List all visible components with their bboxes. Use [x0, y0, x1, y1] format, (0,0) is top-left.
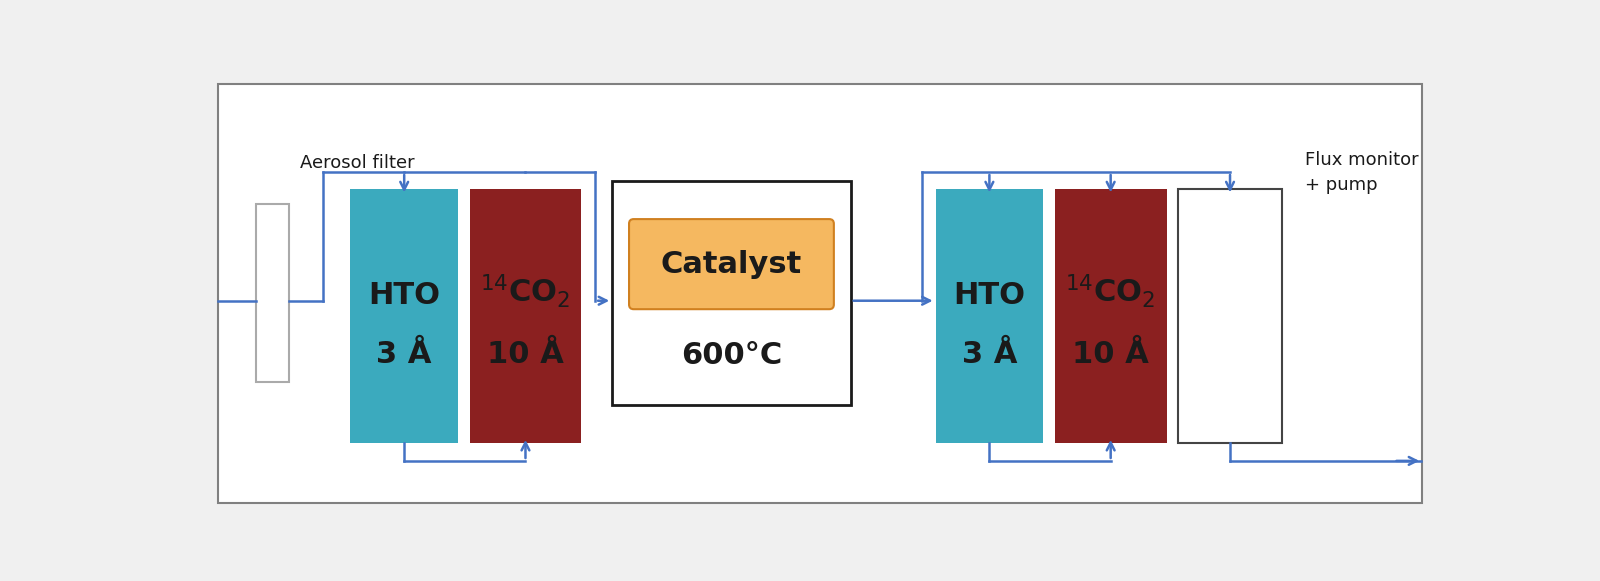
Text: HTO: HTO — [368, 281, 440, 310]
Bar — [936, 189, 1043, 443]
Text: Catalyst: Catalyst — [661, 250, 802, 279]
FancyBboxPatch shape — [629, 219, 834, 309]
Text: 600°C: 600°C — [682, 341, 782, 370]
Text: 10 Å: 10 Å — [486, 340, 563, 369]
Text: 10 Å: 10 Å — [1072, 340, 1149, 369]
Text: $^{14}$CO$_2$: $^{14}$CO$_2$ — [480, 272, 571, 310]
Bar — [350, 189, 458, 443]
Bar — [1178, 189, 1282, 443]
Text: Flux monitor
+ pump: Flux monitor + pump — [1306, 150, 1419, 193]
Text: HTO: HTO — [954, 281, 1026, 310]
Bar — [256, 205, 288, 382]
Text: Aerosol filter: Aerosol filter — [301, 155, 414, 173]
Bar — [470, 189, 581, 443]
Bar — [1054, 189, 1166, 443]
Bar — [613, 181, 851, 405]
Text: $^{14}$CO$_2$: $^{14}$CO$_2$ — [1066, 272, 1155, 310]
Text: 3 Å: 3 Å — [962, 340, 1018, 369]
Text: 3 Å: 3 Å — [376, 340, 432, 369]
